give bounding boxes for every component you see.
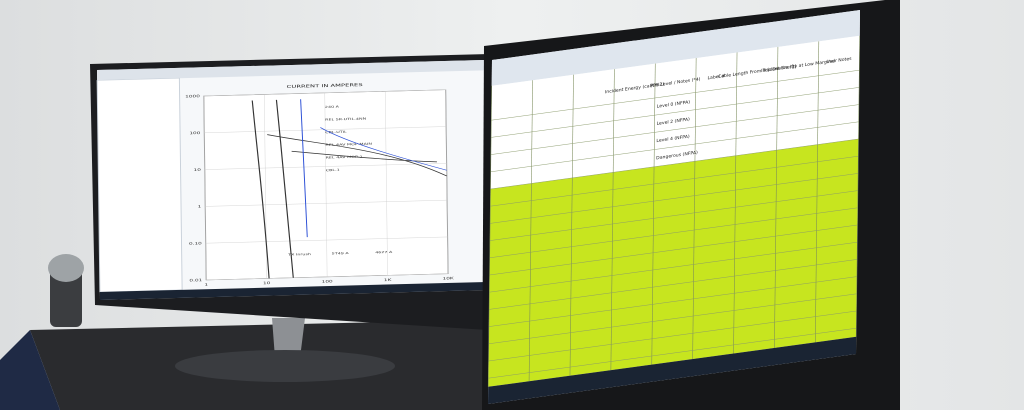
curve-label: REL 4AV MOP-1 (326, 155, 364, 160)
x-label: 100 (322, 280, 333, 285)
column-line (733, 52, 738, 354)
chair (0, 330, 60, 410)
highlight-rows (488, 139, 859, 387)
x-label: 1 (204, 283, 208, 287)
y-label: 1000 (185, 94, 200, 99)
ppe-note: Level 0 (NFPA) (657, 99, 691, 109)
taskbar (99, 281, 488, 300)
curve-label: CBL-UTIL (325, 130, 348, 134)
column-line (692, 57, 697, 360)
x-label: 10K (443, 276, 455, 281)
curve-label: CBL-1 (326, 168, 341, 172)
row-line (488, 310, 857, 362)
taskbar (487, 336, 857, 405)
speaker-grille (48, 254, 84, 282)
y-label: 0.10 (189, 241, 202, 246)
row-line (491, 87, 860, 138)
grid-line (324, 92, 328, 277)
column-line (569, 74, 574, 376)
curve-label: REL 4AV MOP-MAIN (325, 142, 372, 147)
column-line (487, 85, 492, 387)
cable-curves (300, 99, 447, 238)
grid-line (445, 89, 449, 274)
row-line (489, 207, 858, 259)
curve-label: TX Inrush (287, 252, 312, 256)
column-line (774, 46, 779, 348)
row-line (490, 121, 859, 173)
column-header: User Notes (826, 56, 852, 65)
row-line (488, 327, 857, 379)
column-line (651, 63, 656, 365)
ribbon (491, 10, 861, 86)
y-label: 1 (198, 205, 202, 209)
x-label: 10 (263, 281, 270, 286)
right-screen: Incident Energy (cal/cm2)PPE Level / Not… (487, 10, 861, 405)
y-label: 10 (193, 168, 200, 173)
curve-label: REL 5R-UTIL-4NN (325, 117, 366, 122)
ppe-note: Level 4 (NFPA) (656, 134, 690, 144)
column-line (855, 35, 860, 337)
row-line (489, 190, 858, 241)
ppe-note: Level 2 (NFPA) (657, 117, 691, 127)
sidebar (96, 77, 183, 293)
row-line (490, 138, 859, 190)
plot-title: CURRENT IN AMPERES (287, 83, 364, 89)
row-line (488, 293, 857, 345)
row-line (489, 241, 858, 293)
row-line (491, 69, 860, 121)
row-line (489, 259, 858, 310)
ppe-note: Dangerous (NFPA) (656, 150, 698, 161)
row-line (488, 276, 857, 327)
y-label: 100 (189, 131, 200, 136)
stand (272, 318, 305, 358)
row-line (490, 155, 859, 207)
row-line (490, 173, 859, 224)
column-line (815, 41, 820, 343)
toolbar (97, 59, 485, 81)
column-line (528, 80, 533, 382)
curve-label: 5T49 A (332, 251, 349, 255)
curve-label: 4627 A (375, 250, 393, 254)
row-line (490, 104, 859, 155)
stand-base (175, 350, 395, 382)
trip-curves (251, 99, 448, 279)
y-label: 0.01 (189, 278, 202, 283)
x-label: 1K (384, 278, 393, 283)
curve-label: 240 A (325, 105, 339, 109)
grid-line (384, 91, 388, 276)
column-header: Label # (707, 73, 725, 81)
column-line (610, 69, 615, 371)
row-line (489, 224, 858, 276)
grid-line (203, 95, 207, 281)
